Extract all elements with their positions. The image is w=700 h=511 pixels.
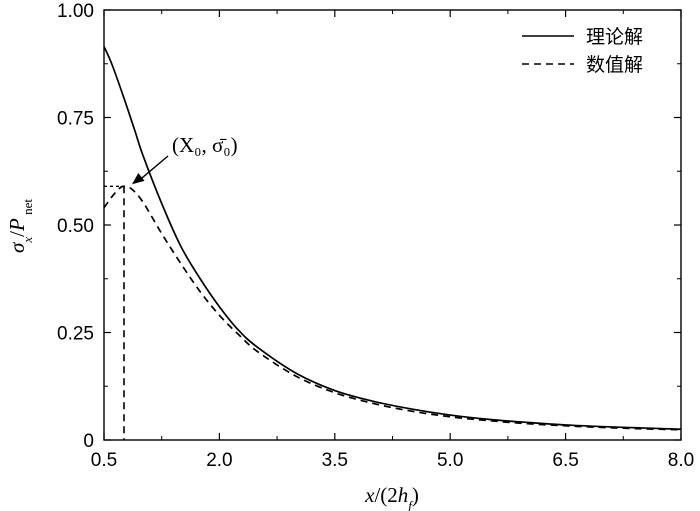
annotation-arrow-shaft — [137, 155, 169, 182]
x-tick-label: 6.5 — [552, 450, 578, 471]
x-tick-label: 8.0 — [668, 450, 694, 471]
legend-label-numeric: 数值解 — [586, 54, 643, 76]
legend-label-theory: 理论解 — [586, 26, 643, 48]
y-tick-label: 0.50 — [57, 216, 94, 237]
x-axis-title: x/(2hf) — [364, 483, 419, 511]
x-tick-label: 3.5 — [322, 450, 348, 471]
y-tick-label: 0.25 — [57, 324, 94, 345]
x-tick-label: 2.0 — [206, 450, 232, 471]
legend: 理论解 数值解 — [522, 26, 643, 76]
series-line-numeric — [103, 185, 682, 431]
x-tick-label: 0.5 — [91, 450, 117, 471]
y-tick-label: 0 — [83, 431, 94, 452]
y-tick-label: 0.75 — [57, 109, 94, 130]
annotation-arrow-head — [132, 172, 145, 185]
y-axis-title: σx/P net — [5, 199, 35, 253]
x-tick-label: 5.0 — [437, 450, 463, 471]
series-line-theory — [103, 46, 682, 431]
annotation-label: (X₀, σ̄₀) — [172, 133, 238, 157]
y-tick-label: 1.00 — [57, 1, 94, 22]
